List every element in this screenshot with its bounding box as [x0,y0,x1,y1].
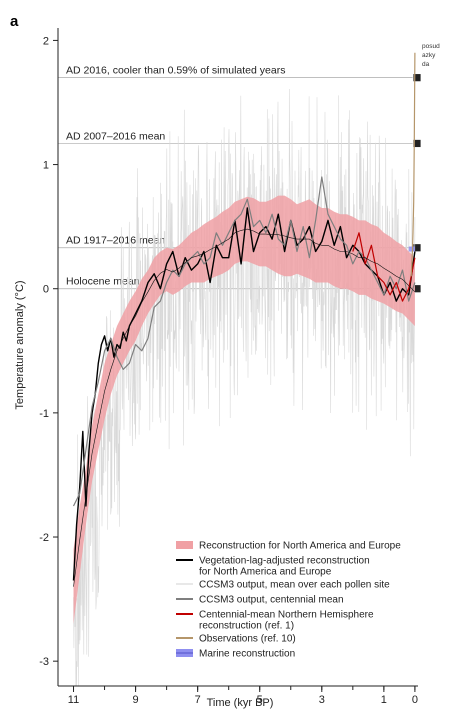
ref-marker-1 [412,139,422,148]
top-right-labels: posud azky da [422,43,440,68]
series-2-noise [73,88,416,687]
x-tick-label-4: 3 [319,694,325,706]
band-midline [73,228,416,587]
x-tick-label-1: 9 [133,694,139,706]
y-tick-label-5: 2 [43,35,49,47]
ref-label-2: AD 1917–2016 mean [66,235,165,247]
legend-label-1: Vegetation-lag-adjusted reconstruction fo… [199,556,370,578]
y-axis-label: Temperature anomaly (°C) [14,280,26,409]
legend-swatch-0 [176,541,193,549]
axes: -3 -2 -1 0 1 2 11 9 7 5 3 1 0 [39,28,418,706]
legend: Reconstruction for North America and Eur… [176,541,401,660]
x-tick-label-6: 0 [412,694,418,706]
panel-label: a [10,13,19,30]
legend-label-0: Reconstruction for North America and Eur… [199,541,401,552]
series-layer [72,52,416,687]
y-tick-label-0: -3 [39,656,49,668]
x-tick-label-2: 7 [195,694,201,706]
x-tick-label-3: 5 [257,694,263,706]
series-6-band [408,246,415,252]
y-tick-label-2: -1 [39,408,49,420]
series-0-band [73,195,415,624]
y-tick-label-4: 1 [43,160,49,172]
legend-label-4: Centennial-mean Northern Hemisphere recon… [199,610,374,632]
top-right-text-1: azky [422,52,436,59]
y-tick-label-1: -2 [39,532,49,544]
ref-label-1: AD 2007–2016 mean [66,130,165,142]
x-axis-label: Time (kyr BP) [207,697,274,709]
ref-label-0: AD 2016, cooler than 0.59% of simulated … [66,65,285,77]
legend-label-6: Marine reconstruction [199,649,295,660]
top-right-text-2: da [422,61,430,68]
legend-label-2: CCSM3 output, mean over each pollen site [199,580,390,591]
top-right-text-0: posud [422,43,440,50]
legend-label-5: Observations (ref. 10) [199,634,296,645]
series-3-line [72,176,416,507]
series-1-line [72,207,416,581]
series-4-line [352,232,416,302]
series-5-line [410,52,416,277]
x-tick-label-5: 1 [381,694,387,706]
x-tick-label-0: 11 [68,694,79,706]
legend-label-3: CCSM3 output, centennial mean [199,595,344,606]
ref-marker-0 [412,73,422,83]
y-tick-label-3: 0 [43,284,49,296]
